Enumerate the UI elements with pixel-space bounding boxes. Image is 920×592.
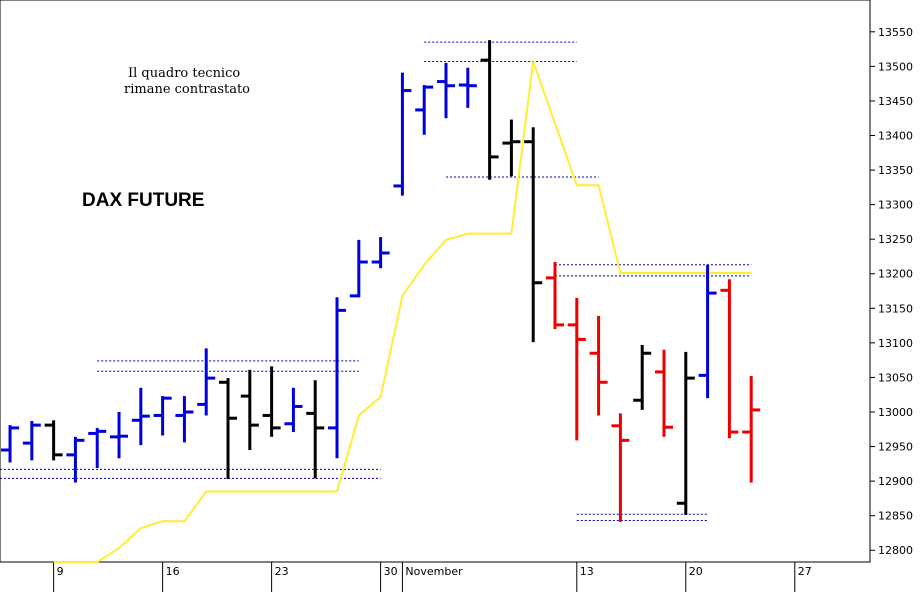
annotation: rimane contrastato <box>124 82 250 97</box>
y-tick-label: 13050 <box>878 371 913 384</box>
y-tick-label: 13300 <box>878 199 913 212</box>
x-tick-label: November <box>405 565 463 578</box>
x-tick-label: 23 <box>275 565 289 578</box>
y-tick-label: 13500 <box>878 60 913 73</box>
x-tick-label: 20 <box>689 565 703 578</box>
x-tick-label: 13 <box>580 565 594 578</box>
y-tick-label: 13200 <box>878 268 913 281</box>
x-tick-label: 30 <box>384 565 398 578</box>
y-tick-label: 13350 <box>878 164 913 177</box>
y-tick-label: 13000 <box>878 406 913 419</box>
y-tick-label: 12850 <box>878 510 913 523</box>
y-tick-label: 12950 <box>878 441 913 454</box>
chart-title: DAX FUTURE <box>82 190 204 211</box>
y-tick-label: 12800 <box>878 544 913 557</box>
y-tick-label: 13100 <box>878 337 913 350</box>
annotation: Il quadro tecnico <box>128 66 240 81</box>
y-tick-label: 13550 <box>878 26 913 39</box>
x-tick-label: 9 <box>57 565 64 578</box>
y-tick-label: 13400 <box>878 129 913 142</box>
x-tick-label: 16 <box>166 565 180 578</box>
y-tick-label: 12900 <box>878 475 913 488</box>
y-tick-label: 13150 <box>878 302 913 315</box>
y-tick-label: 13250 <box>878 233 913 246</box>
plot-frame <box>0 0 871 563</box>
trend-line <box>53 61 752 563</box>
x-tick-label: 27 <box>798 565 812 578</box>
y-tick-label: 13450 <box>878 95 913 108</box>
